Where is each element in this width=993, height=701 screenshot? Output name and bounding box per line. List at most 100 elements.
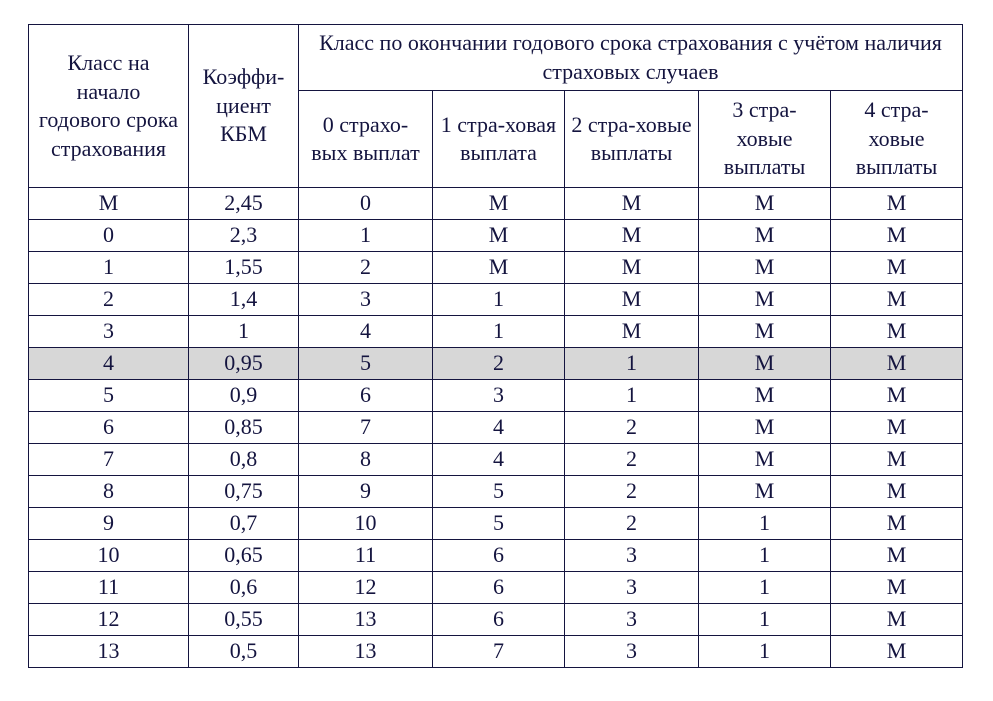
cell-c2: 3 [565, 540, 699, 572]
cell-kbm: 1,4 [189, 284, 299, 316]
header-c2: 2 стра-ховые выплаты [565, 91, 699, 188]
cell-c2: 1 [565, 348, 699, 380]
cell-kbm: 0,7 [189, 508, 299, 540]
table-row: 50,9631ММ [29, 380, 963, 412]
cell-c3: М [699, 412, 831, 444]
cell-start: 8 [29, 476, 189, 508]
cell-c4: М [831, 540, 963, 572]
cell-c1: 5 [433, 508, 565, 540]
header-kbm-label: Коэффи-циент КБМ [189, 59, 298, 153]
cell-start: 3 [29, 316, 189, 348]
cell-start: 4 [29, 348, 189, 380]
cell-c2: 3 [565, 572, 699, 604]
cell-c3: М [699, 476, 831, 508]
cell-c1: 4 [433, 444, 565, 476]
cell-c0: 10 [299, 508, 433, 540]
table-row: М2,450ММММ [29, 188, 963, 220]
table-row: 40,95521ММ [29, 348, 963, 380]
cell-c4: М [831, 636, 963, 668]
header-c3-label: 3 стра-ховые выплаты [699, 92, 830, 186]
cell-kbm: 0,6 [189, 572, 299, 604]
cell-c3: М [699, 188, 831, 220]
kbm-table: Класс на начало годового срока страхован… [28, 24, 963, 668]
header-c1: 1 стра-ховая выплата [433, 91, 565, 188]
cell-c1: 5 [433, 476, 565, 508]
cell-kbm: 0,8 [189, 444, 299, 476]
cell-start: 0 [29, 220, 189, 252]
cell-kbm: 1,55 [189, 252, 299, 284]
cell-start: 10 [29, 540, 189, 572]
cell-c4: М [831, 348, 963, 380]
cell-c0: 13 [299, 604, 433, 636]
cell-start: 13 [29, 636, 189, 668]
cell-c2: М [565, 188, 699, 220]
cell-c3: 1 [699, 604, 831, 636]
cell-start: 12 [29, 604, 189, 636]
cell-kbm: 0,65 [189, 540, 299, 572]
cell-c3: М [699, 316, 831, 348]
table-row: 90,710521М [29, 508, 963, 540]
cell-start: 9 [29, 508, 189, 540]
cell-kbm: 0,55 [189, 604, 299, 636]
cell-c0: 0 [299, 188, 433, 220]
cell-c1: 1 [433, 284, 565, 316]
header-span-label: Класс по окончании годового срока страхо… [299, 25, 962, 90]
cell-kbm: 2,45 [189, 188, 299, 220]
cell-c0: 9 [299, 476, 433, 508]
cell-c4: М [831, 476, 963, 508]
cell-c3: М [699, 284, 831, 316]
cell-kbm: 0,85 [189, 412, 299, 444]
table-row: 70,8842ММ [29, 444, 963, 476]
cell-c4: М [831, 188, 963, 220]
cell-c0: 8 [299, 444, 433, 476]
table-header: Класс на начало годового срока страхован… [29, 25, 963, 188]
cell-c1: М [433, 252, 565, 284]
page: Класс на начало годового срока страхован… [0, 0, 993, 701]
header-span: Класс по окончании годового срока страхо… [299, 25, 963, 91]
cell-c1: 7 [433, 636, 565, 668]
cell-c2: М [565, 252, 699, 284]
header-c3: 3 стра-ховые выплаты [699, 91, 831, 188]
cell-c4: М [831, 444, 963, 476]
cell-c3: 1 [699, 636, 831, 668]
cell-c2: 2 [565, 508, 699, 540]
table-row: 60,85742ММ [29, 412, 963, 444]
table-row: 02,31ММММ [29, 220, 963, 252]
cell-c1: 6 [433, 604, 565, 636]
cell-c3: 1 [699, 540, 831, 572]
cell-c1: М [433, 220, 565, 252]
cell-start: 6 [29, 412, 189, 444]
cell-c1: 6 [433, 572, 565, 604]
cell-c2: М [565, 316, 699, 348]
cell-c2: 2 [565, 444, 699, 476]
table-row: 110,612631М [29, 572, 963, 604]
cell-c0: 5 [299, 348, 433, 380]
cell-c4: М [831, 316, 963, 348]
cell-c2: 3 [565, 636, 699, 668]
cell-c1: 6 [433, 540, 565, 572]
cell-c2: 3 [565, 604, 699, 636]
header-c4-label: 4 стра-ховые выплаты [831, 92, 962, 186]
cell-c2: 1 [565, 380, 699, 412]
header-c0: 0 страхо-вых выплат [299, 91, 433, 188]
cell-c0: 3 [299, 284, 433, 316]
header-kbm: Коэффи-циент КБМ [189, 25, 299, 188]
cell-c3: М [699, 220, 831, 252]
table-row: 21,431МММ [29, 284, 963, 316]
cell-c4: М [831, 508, 963, 540]
cell-kbm: 0,5 [189, 636, 299, 668]
cell-c3: М [699, 252, 831, 284]
table-row: 3141МММ [29, 316, 963, 348]
cell-c3: М [699, 348, 831, 380]
table-row: 80,75952ММ [29, 476, 963, 508]
cell-kbm: 2,3 [189, 220, 299, 252]
table-row: 100,6511631М [29, 540, 963, 572]
cell-kbm: 0,9 [189, 380, 299, 412]
cell-c4: М [831, 572, 963, 604]
cell-c3: 1 [699, 508, 831, 540]
cell-c1: 2 [433, 348, 565, 380]
cell-c4: М [831, 284, 963, 316]
table-row: 130,513731М [29, 636, 963, 668]
header-c2-label: 2 стра-ховые выплаты [565, 107, 698, 172]
cell-c1: М [433, 188, 565, 220]
